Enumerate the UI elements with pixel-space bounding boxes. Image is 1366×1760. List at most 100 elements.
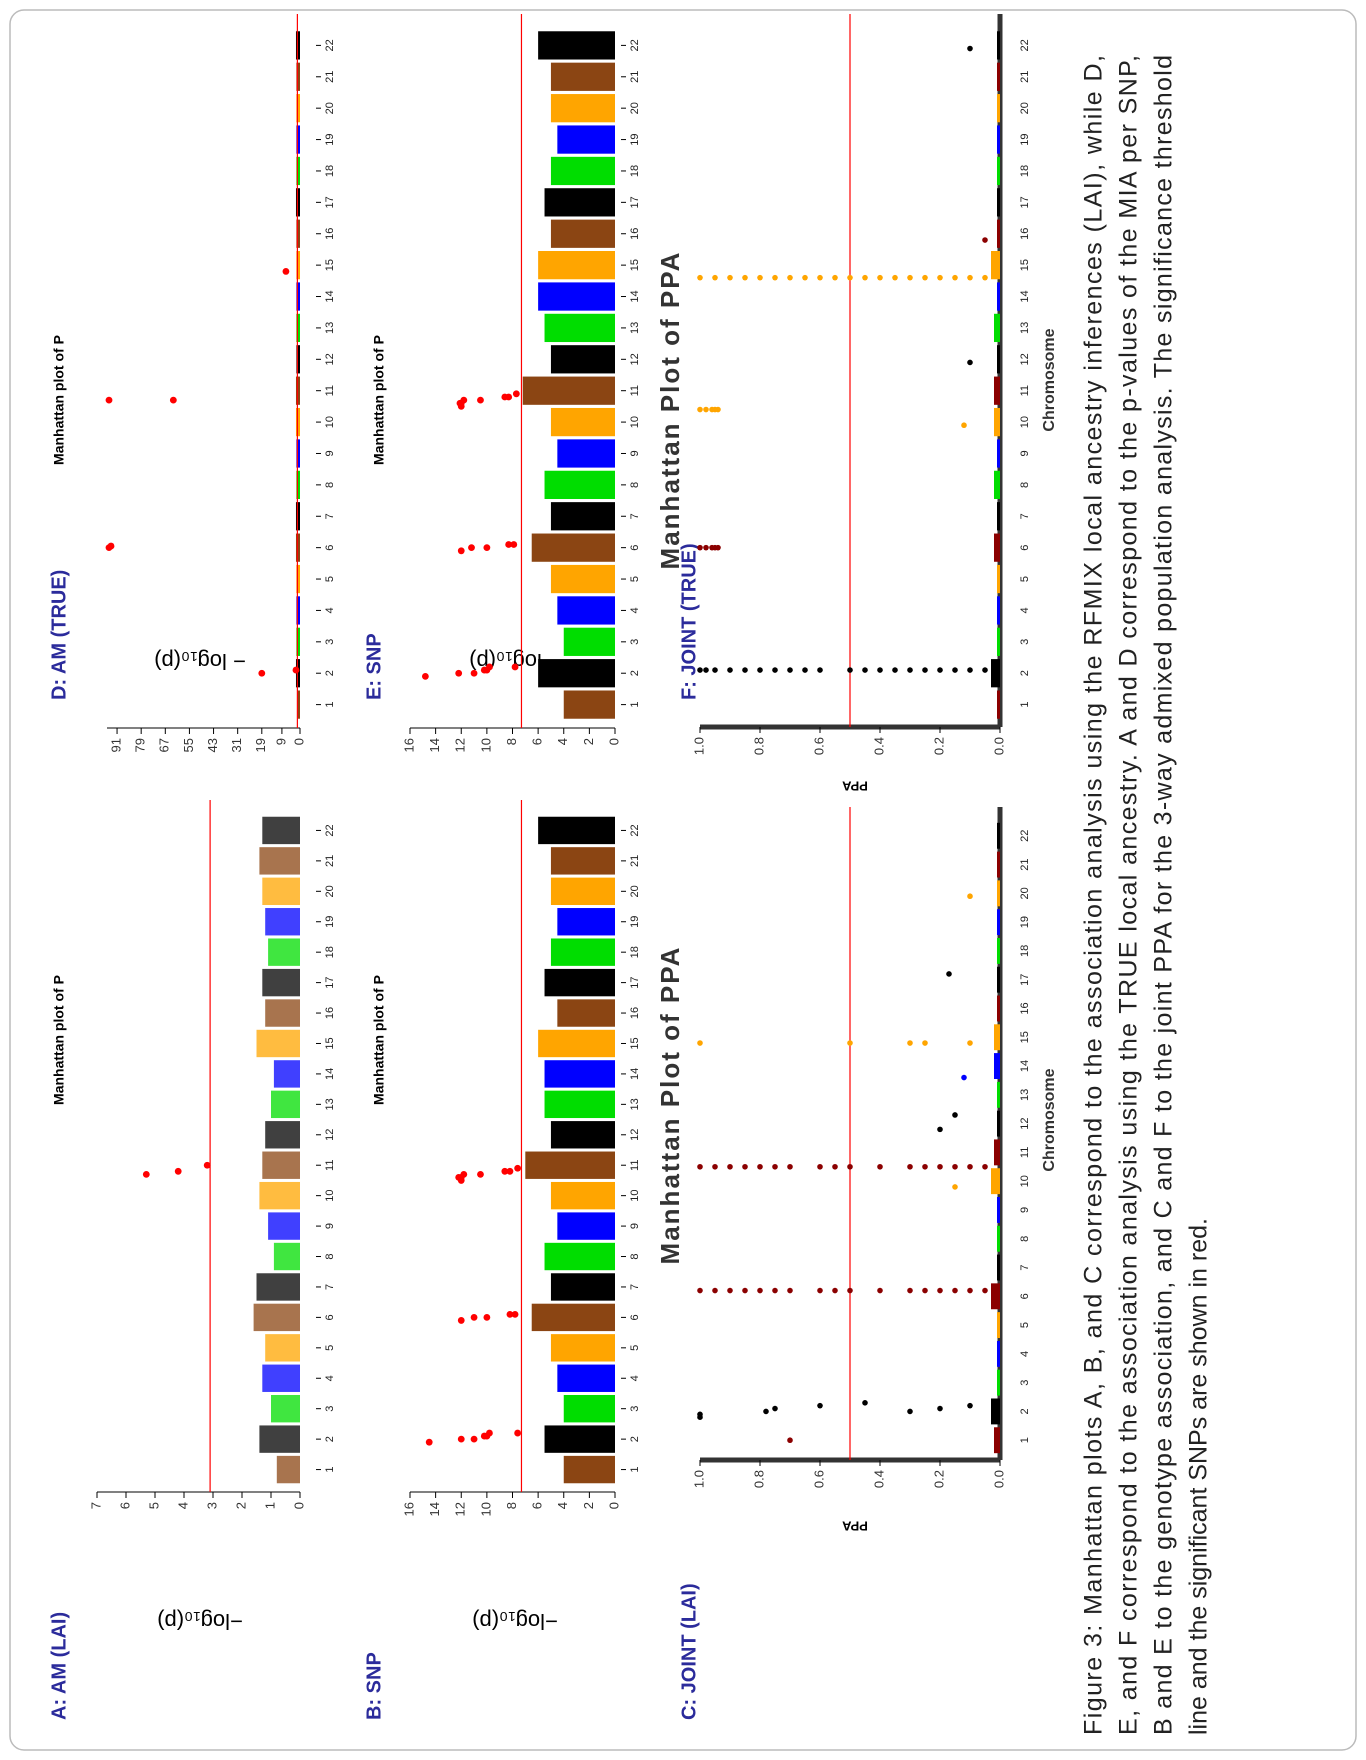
x-tick-label: 9 — [629, 1223, 641, 1229]
snp-point — [952, 1184, 958, 1190]
y-tick-label: 67 — [157, 738, 172, 752]
chromosome-body — [268, 1212, 301, 1240]
x-tick-label: 6 — [324, 1314, 336, 1320]
x-tick-label: 19 — [629, 133, 641, 145]
chromosome-body — [550, 502, 615, 531]
panel-label: C: JOINT (LAI) — [678, 1583, 700, 1720]
x-tick-label: 8 — [629, 482, 641, 488]
y-tick-label: 8 — [504, 738, 519, 745]
plot-title: Manhattan plot of P — [51, 335, 67, 465]
y-tick-label: 10 — [478, 1502, 493, 1516]
x-tick-label: 4 — [629, 1375, 641, 1381]
y-tick-label: 6 — [117, 1502, 132, 1509]
x-tick-label: 7 — [1019, 1264, 1031, 1270]
chromosome-body — [544, 1242, 615, 1271]
panel-label: E: SNP — [363, 633, 385, 700]
snp-point — [468, 544, 475, 552]
chromosome-body — [268, 938, 301, 966]
snp-point — [937, 1405, 943, 1412]
chromosome-body — [991, 1398, 1000, 1425]
snp-point — [982, 1287, 988, 1294]
x-tick-label: 2 — [1019, 670, 1031, 676]
y-tick-label: 1 — [262, 1502, 277, 1509]
chromosome-body — [259, 1181, 300, 1210]
chromosome-body — [997, 188, 1000, 217]
chromosome-body — [563, 1394, 615, 1423]
snp-point — [937, 1126, 943, 1133]
chromosome-body — [997, 937, 1000, 964]
snp-point — [772, 274, 778, 281]
x-tick-label: 8 — [629, 1253, 641, 1259]
x-tick-label: 11 — [324, 1160, 336, 1171]
chromosome-body — [557, 1364, 615, 1392]
chromosome-body — [544, 968, 615, 997]
snp-point — [817, 274, 823, 281]
chromosome-body — [994, 1139, 1000, 1166]
y-tick-label: 79 — [133, 738, 148, 752]
snp-point — [817, 667, 823, 673]
snp-point — [715, 544, 721, 551]
chromosome-body — [997, 909, 1000, 936]
snp-point — [703, 544, 709, 551]
snp-point — [457, 547, 465, 555]
snp-point — [877, 1163, 883, 1170]
chromosome-body — [997, 62, 1000, 91]
snp-point — [862, 274, 868, 281]
x-tick-label: 16 — [1019, 228, 1031, 240]
x-tick-label: 3 — [629, 1406, 641, 1412]
x-tick-label: 10 — [324, 416, 336, 428]
x-tick-label: 22 — [629, 39, 641, 51]
snp-point — [907, 1408, 913, 1415]
snp-point — [802, 667, 808, 673]
snp-point — [282, 268, 290, 275]
snp-point — [727, 667, 733, 673]
snp-point — [952, 667, 958, 673]
chromosome-body — [256, 1029, 300, 1058]
snp-point — [772, 667, 778, 673]
chromosome-body — [997, 1081, 1000, 1108]
x-tick-label: 22 — [1019, 830, 1031, 842]
snp-point — [982, 667, 988, 673]
snp-point — [742, 1163, 748, 1170]
snp-point — [470, 669, 478, 677]
y-tick-label: 1.0 — [691, 1470, 706, 1488]
x-tick-label: 1 — [324, 1467, 336, 1473]
chromosome-body — [265, 1334, 301, 1362]
snp-point — [922, 1287, 928, 1294]
chromosome-body — [991, 251, 1000, 280]
snp-point — [847, 1163, 853, 1170]
chromosome-body — [557, 1212, 615, 1240]
y-tick-label: 10 — [478, 738, 493, 752]
x-tick-label: 3 — [324, 1406, 336, 1412]
chromosome-body — [262, 1364, 300, 1392]
chromosome-body — [563, 690, 615, 719]
chromosome-body — [271, 1394, 300, 1423]
snp-point — [967, 274, 973, 281]
y-tick-label: 7 — [88, 1502, 103, 1509]
x-tick-label: 7 — [629, 1284, 641, 1290]
x-tick-label: 4 — [629, 607, 641, 613]
chromosome-body — [997, 627, 1000, 656]
snp-point — [937, 274, 943, 281]
x-tick-label: 9 — [1019, 1207, 1031, 1213]
chromosome-body — [994, 1427, 1000, 1454]
snp-point — [961, 422, 967, 429]
chromosome-body — [262, 877, 300, 905]
x-tick-label: 16 — [629, 1007, 641, 1019]
x-tick-label: 2 — [1019, 1408, 1031, 1414]
y-tick-label: 0 — [291, 738, 306, 745]
chromosome-body — [550, 407, 615, 437]
chromosome-body — [557, 125, 615, 154]
snp-point — [697, 1163, 703, 1170]
x-tick-label: 20 — [629, 885, 641, 897]
y-tick-label: 55 — [181, 738, 196, 752]
plot-title: Manhattan Plot of PPA — [655, 251, 685, 570]
snp-point — [715, 406, 721, 413]
snp-point — [727, 274, 733, 281]
snp-point — [967, 1402, 973, 1409]
chromosome-body — [544, 313, 615, 343]
x-tick-label: 12 — [1019, 353, 1031, 365]
snp-point — [817, 1287, 823, 1294]
chromosome-body — [997, 502, 1000, 531]
x-tick-label: 18 — [1019, 945, 1031, 957]
